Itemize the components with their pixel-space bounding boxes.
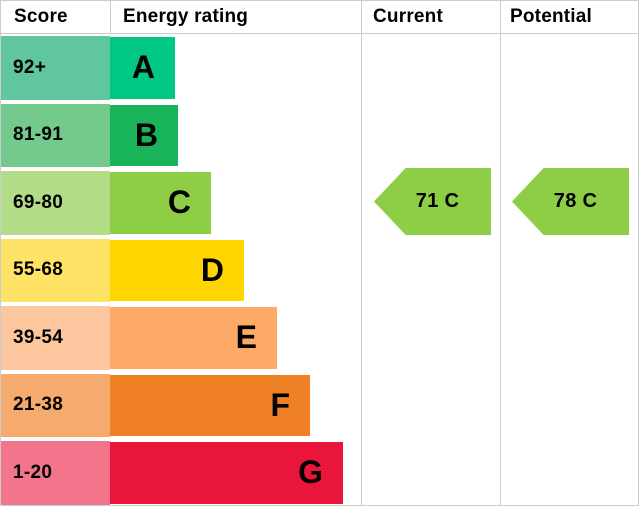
band-row-a: 92+ A	[1, 34, 638, 102]
score-range-cell: 21-38	[1, 373, 110, 437]
header-row: Score Energy rating Current Potential	[1, 1, 638, 34]
band-bar-a: A	[110, 37, 175, 99]
column-divider-energy-current	[361, 1, 362, 505]
band-letter: C	[167, 184, 191, 221]
header-energy-rating: Energy rating	[123, 6, 249, 27]
band-row-c: 69-80 C	[1, 169, 638, 237]
score-range-label: 81-91	[13, 124, 64, 146]
band-bar-c: C	[110, 172, 211, 234]
header-potential: Potential	[510, 6, 593, 27]
band-row-d: 55-68 D	[1, 237, 638, 305]
current-rating-label: 71 C	[415, 190, 460, 212]
band-row-g: 1-20 G	[1, 439, 638, 505]
column-divider-score-energy	[110, 1, 111, 34]
band-bar-f: F	[110, 374, 310, 436]
score-range-label: 69-80	[13, 191, 64, 213]
header-current: Current	[373, 6, 444, 27]
band-bar-d: D	[110, 239, 244, 301]
score-range-cell: 69-80	[1, 171, 110, 235]
band-letter: B	[134, 116, 158, 153]
band-letter: G	[298, 454, 323, 491]
band-letter: F	[270, 386, 290, 423]
score-range-cell: 92+	[1, 36, 110, 100]
band-bar-b: B	[110, 104, 178, 166]
score-range-label: 1-20	[13, 461, 53, 483]
score-range-cell: 55-68	[1, 238, 110, 302]
score-range-label: 92+	[13, 56, 47, 78]
band-row-f: 21-38 F	[1, 372, 638, 440]
score-range-label: 55-68	[13, 259, 64, 281]
band-letter: E	[235, 319, 257, 356]
header-score: Score	[14, 6, 68, 27]
score-range-label: 39-54	[13, 326, 64, 348]
band-letter: D	[200, 251, 224, 288]
score-range-cell: 39-54	[1, 306, 110, 370]
score-range-label: 21-38	[13, 394, 64, 416]
band-letter: A	[131, 49, 155, 86]
band-row-e: 39-54 E	[1, 304, 638, 372]
potential-rating-label: 78 C	[553, 190, 598, 212]
score-range-cell: 1-20	[1, 441, 110, 505]
score-range-cell: 81-91	[1, 103, 110, 167]
band-row-b: 81-91 B	[1, 102, 638, 170]
band-bar-e: E	[110, 307, 277, 369]
column-divider-current-potential	[500, 1, 501, 505]
band-bar-g: G	[110, 442, 343, 504]
